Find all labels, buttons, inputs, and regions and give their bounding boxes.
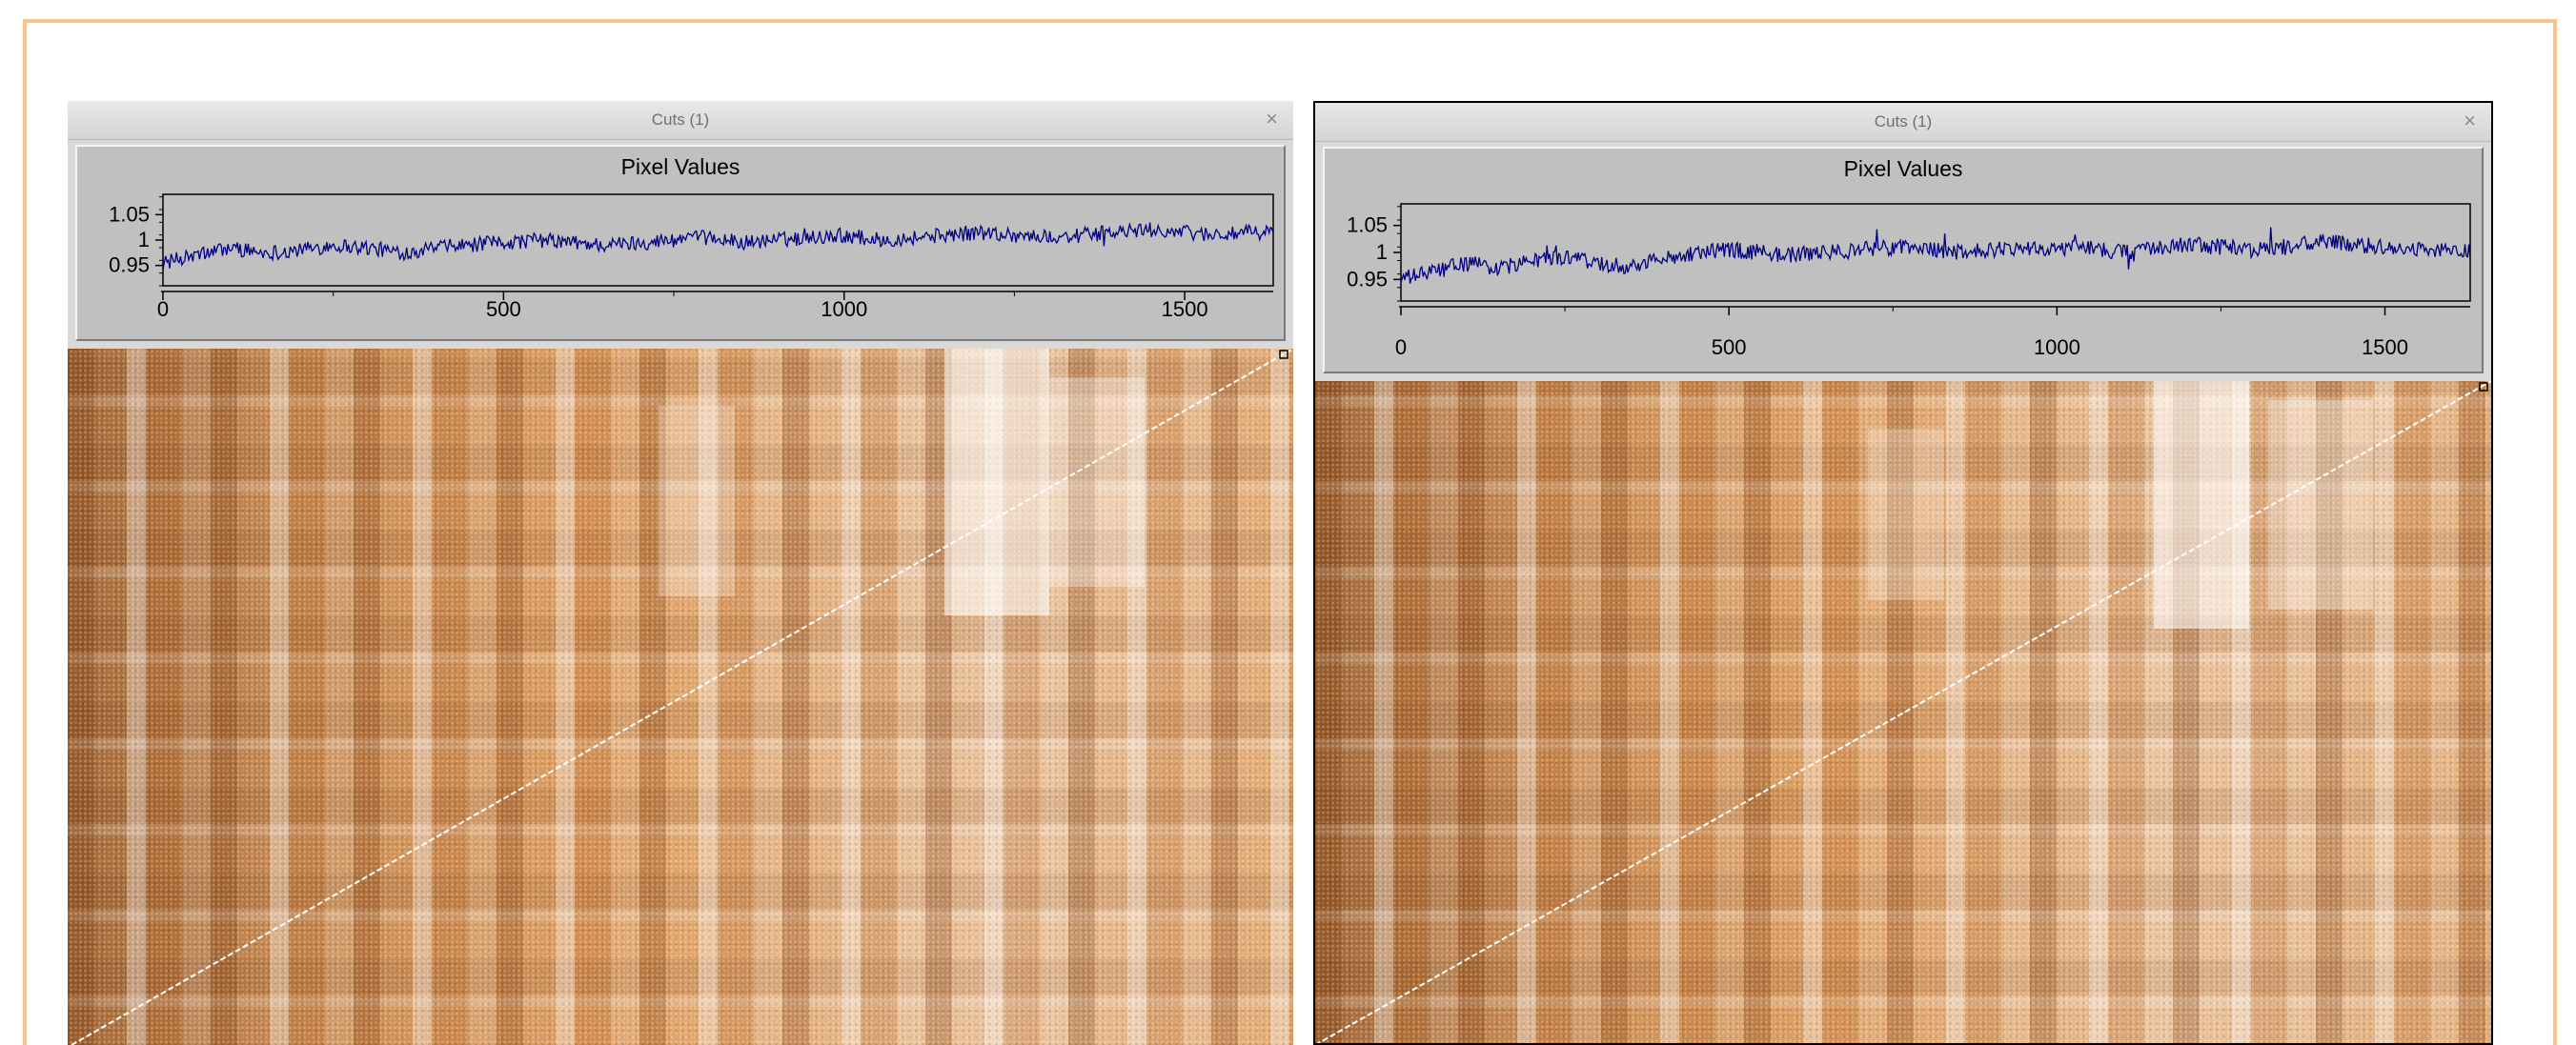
image-display[interactable] (68, 349, 1293, 1045)
close-icon[interactable]: × (1266, 107, 1278, 131)
plot-frame: Pixel Values 0 500 1000 1500 0.95 1 1.05 (1323, 147, 2484, 373)
image-viewer-left: Cuts (1) × Pixel Values 0 500 1000 1500 0.95… (68, 101, 1293, 1045)
plot-frame: Pixel Values 0 500 1000 1500 0.95 1 1.05 (75, 145, 1286, 341)
image-bright-region (1049, 377, 1145, 587)
x-tick-label: 0 (1395, 335, 1407, 359)
cuts-title: Cuts (1) (1874, 112, 1933, 131)
x-tick-label: 1500 (1162, 297, 1208, 321)
plot-title: Pixel Values (1843, 156, 1963, 181)
x-tick-label: 1000 (821, 297, 867, 321)
cuts-window: Cuts (1) × Pixel Values 0 500 1000 1500 0.95… (1315, 103, 2491, 381)
series-line (162, 221, 1274, 271)
plot-title: Pixel Values (620, 154, 740, 179)
cut-handle[interactable] (1279, 350, 1288, 359)
x-tick-label: 1000 (2034, 335, 2080, 359)
page-border (23, 19, 2557, 1045)
cut-handle[interactable] (2479, 382, 2488, 392)
x-tick-label: 1500 (2362, 335, 2408, 359)
x-tick-label: 500 (486, 297, 521, 321)
image-viewer-right: Cuts (1) × Pixel Values 0 500 1000 1500 0.95… (1313, 101, 2493, 1045)
y-tick-label: 1 (138, 228, 150, 251)
image-bright-region (2268, 400, 2373, 610)
y-tick-label: 0.95 (109, 253, 150, 277)
cuts-titlebar[interactable]: Cuts (1) × (68, 101, 1293, 140)
x-tick-label: 0 (157, 297, 169, 321)
y-tick-label: 1.05 (109, 202, 150, 226)
cuts-title: Cuts (1) (651, 111, 710, 129)
cuts-titlebar[interactable]: Cuts (1) × (1315, 103, 2491, 142)
image-display[interactable] (1315, 381, 2491, 1045)
y-tick-label: 1 (1376, 240, 1388, 264)
x-tick-label: 500 (1712, 335, 1747, 359)
cuts-window: Cuts (1) × Pixel Values 0 500 1000 1500 0.95… (68, 101, 1293, 349)
image-bright-region (659, 406, 735, 596)
image-bright-region (2154, 381, 2249, 629)
close-icon[interactable]: × (2464, 109, 2476, 132)
cut-line[interactable] (68, 349, 1293, 1045)
pixel-values-chart: 0 500 1000 1500 0.95 1 1.05 (1347, 203, 2471, 359)
image-bright-region (944, 349, 1049, 615)
image-bright-region (1868, 429, 1944, 600)
series-line (1400, 227, 2471, 284)
cut-line[interactable] (1315, 381, 2491, 1045)
y-tick-label: 0.95 (1347, 267, 1388, 291)
y-tick-label: 1.05 (1347, 213, 1388, 237)
